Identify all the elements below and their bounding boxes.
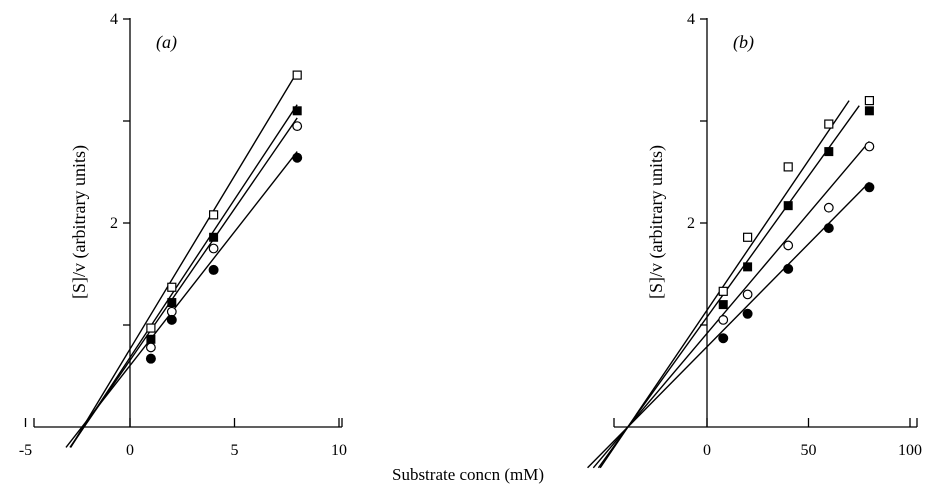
- panel-label-b: (b): [733, 32, 754, 53]
- data-point-b-open-square: [718, 286, 728, 296]
- fit-line-a-open-circle: [69, 117, 298, 448]
- data-point-b-open-circle: [864, 141, 875, 152]
- panel-a: (a) [S]/v (arbitrary units) -5 0 5 10 2 4: [19, 11, 347, 459]
- x-tick-label-b: 100: [898, 442, 922, 459]
- data-point-a-open-square: [167, 282, 177, 292]
- data-point-a-open-circle: [292, 121, 303, 131]
- data-point-a-filled-square: [167, 298, 177, 308]
- data-point-a-filled-square: [292, 106, 302, 116]
- y-tick-label-b: 4: [687, 11, 695, 28]
- y-axis-label-a: [S]/v (arbitrary units): [69, 145, 90, 299]
- data-point-b-filled-square: [864, 106, 874, 116]
- data-point-b-filled-circle: [742, 308, 753, 319]
- data-point-a-filled-square: [209, 232, 219, 242]
- data-point-a-open-square: [209, 210, 219, 220]
- data-point-b-filled-circle: [718, 333, 729, 344]
- data-point-b-open-circle: [823, 202, 834, 213]
- data-point-b-open-square: [783, 162, 793, 172]
- fit-line-b-filled-square: [597, 105, 860, 469]
- x-tick-label-b: 0: [703, 442, 711, 459]
- data-point-b-open-circle: [742, 289, 753, 300]
- data-point-a-open-square: [146, 323, 156, 333]
- data-point-a-filled-circle: [208, 264, 219, 275]
- data-point-a-open-circle: [166, 306, 177, 317]
- x-tick-label-a: -5: [19, 442, 32, 459]
- panel-label-a: (a): [156, 32, 177, 53]
- x-tick-label-a: 0: [126, 442, 134, 459]
- data-point-b-filled-circle: [864, 182, 875, 193]
- y-tick-label-a: 4: [110, 11, 118, 28]
- fit-line-a-filled-circle: [65, 151, 298, 448]
- x-tick-label-b: 50: [801, 442, 817, 459]
- data-point-a-open-circle: [145, 342, 156, 353]
- data-point-a-filled-circle: [145, 353, 156, 364]
- panel-b: (b) [S]/v (arbitrary units) 0 50 100 2 4: [587, 11, 922, 469]
- data-point-b-filled-circle: [783, 263, 794, 274]
- fit-line-a-open-square: [70, 71, 298, 448]
- data-point-b-filled-square: [824, 147, 834, 157]
- data-point-b-open-circle: [783, 240, 794, 251]
- x-tick-label-a: 5: [231, 442, 239, 459]
- data-point-b-open-square: [742, 232, 753, 242]
- fit-line-b-open-circle: [592, 140, 870, 469]
- data-point-a-filled-circle: [292, 152, 303, 163]
- data-point-a-filled-square: [146, 334, 156, 344]
- x-tick-label-a: 10: [331, 442, 347, 459]
- common-x-axis-label: Substrate concn (mM): [392, 465, 544, 484]
- fit-line-b-open-square: [599, 100, 850, 469]
- data-point-b-filled-square: [743, 262, 753, 272]
- data-point-b-open-square: [864, 95, 875, 106]
- data-point-b-open-circle: [718, 315, 729, 325]
- data-point-a-open-square: [292, 70, 302, 80]
- fit-line-a-filled-square: [69, 104, 298, 448]
- data-point-b-filled-circle: [823, 223, 834, 234]
- data-point-b-filled-square: [718, 300, 728, 310]
- data-point-b-filled-square: [783, 201, 793, 211]
- y-tick-label-b: 2: [687, 215, 695, 232]
- data-point-a-filled-circle: [166, 314, 177, 325]
- fit-line-b-filled-circle: [587, 181, 870, 469]
- data-point-b-open-square: [824, 119, 834, 129]
- data-point-a-open-circle: [208, 243, 219, 254]
- y-tick-label-a: 2: [110, 215, 118, 232]
- y-axis-label-b: [S]/v (arbitrary units): [646, 145, 667, 299]
